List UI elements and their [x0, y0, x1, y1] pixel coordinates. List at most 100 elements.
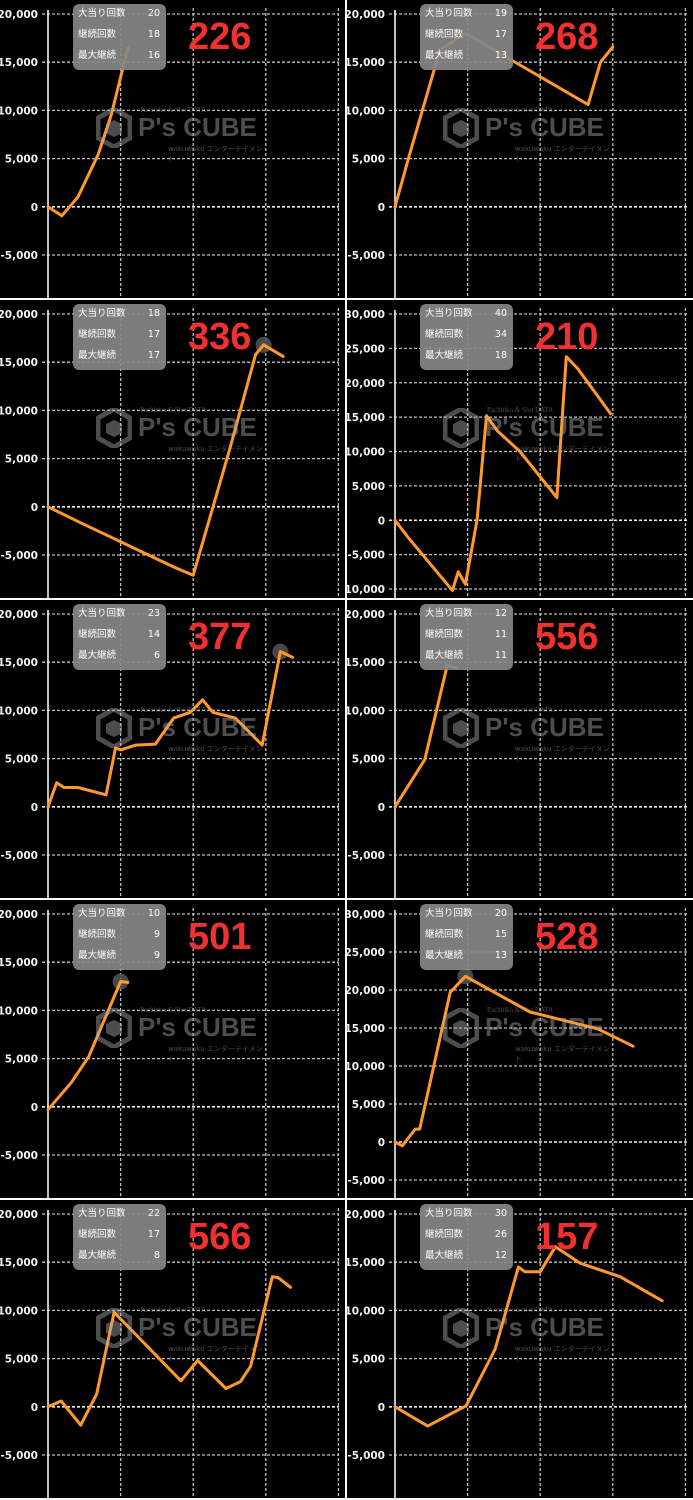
stats-row: 最大継続 13	[425, 947, 507, 965]
stats-label: 大当り回数	[78, 608, 126, 619]
y-tick-label: 5,000	[352, 754, 385, 766]
chart-svg: 20,000 15,000 10,000 5,000 0 -5,000	[0, 1208, 340, 1498]
stats-value: 40	[494, 308, 507, 319]
series-line	[393, 1245, 664, 1428]
stats-row: 継続回数 17	[425, 26, 507, 44]
stats-value: 12	[494, 608, 507, 619]
stats-label: 継続回数	[78, 629, 117, 640]
y-tick-label: 15,000	[347, 657, 385, 669]
chart-panel: 20,000 15,000 10,000 5,000 0 -5,000 Pachinko &…	[0, 0, 345, 298]
stats-row: 大当り回数 19	[425, 5, 507, 23]
y-tick-label: 0	[31, 1102, 38, 1114]
chart-svg: 20,000 15,000 10,000 5,000 0 -5,000	[347, 1208, 687, 1498]
stats-label: 継続回数	[425, 29, 464, 40]
stats-label: 大当り回数	[425, 8, 473, 19]
chart-panel: 20,000 15,000 10,000 5,000 0 -5,000 Pachinko &…	[347, 600, 693, 898]
stats-label: 最大継続	[425, 350, 464, 361]
series-line	[393, 974, 635, 1148]
stats-row: 大当り回数 40	[425, 305, 507, 323]
stats-value: 13	[494, 950, 507, 961]
y-tick-label: 10,000	[0, 705, 38, 717]
stats-row: 継続回数 26	[425, 1226, 507, 1244]
stats-value: 17	[147, 329, 160, 340]
stats-row: 大当り回数 18	[78, 305, 160, 323]
stats-value: 18	[147, 29, 160, 40]
machine-number-label: 556	[535, 616, 599, 658]
stats-value: 22	[147, 1208, 160, 1219]
y-tick-label: 20,000	[347, 1209, 385, 1221]
stats-box: 大当り回数 20 継続回数 15 最大継続 13	[420, 904, 513, 970]
stats-row: 最大継続 17	[78, 347, 160, 365]
stats-row: 大当り回数 12	[425, 605, 507, 623]
machine-number-label: 268	[535, 16, 599, 58]
y-tick-label: 0	[31, 1402, 38, 1414]
y-tick-label: 20,000	[347, 9, 385, 21]
machine-number-label: 157	[535, 1216, 599, 1258]
y-tick-label: 10,000	[0, 1305, 38, 1317]
stats-value: 18	[147, 308, 160, 319]
stats-row: 継続回数 14	[78, 626, 160, 644]
y-tick-label: 15,000	[0, 1257, 38, 1269]
stats-label: 最大継続	[78, 650, 117, 661]
series-line	[393, 355, 613, 592]
y-tick-label: -5,000	[0, 1450, 38, 1462]
y-tick-label: 5,000	[5, 1354, 38, 1366]
stats-value: 34	[494, 329, 507, 340]
machine-number-label: 528	[535, 916, 599, 958]
stats-label: 最大継続	[425, 950, 464, 961]
series-line	[46, 980, 130, 1112]
y-tick-label: 10,000	[347, 447, 385, 459]
stats-value: 13	[494, 50, 507, 61]
chart-svg: 30,000 25,000 20,000 15,000 10,000 5,000 0 -5,0…	[347, 308, 687, 598]
stats-label: 大当り回数	[78, 8, 126, 19]
stats-box: 大当り回数 19 継続回数 17 最大継続 13	[420, 4, 513, 70]
stats-label: 最大継続	[78, 50, 117, 61]
stats-value: 11	[494, 629, 507, 640]
y-tick-label: -5,000	[0, 850, 38, 862]
y-tick-label: 30,000	[347, 309, 385, 321]
chart-svg: 20,000 15,000 10,000 5,000 0 -5,000	[0, 8, 340, 298]
y-tick-label: 20,000	[0, 9, 38, 21]
stats-box: 大当り回数 12 継続回数 11 最大継続 11	[420, 604, 513, 670]
stats-label: 最大継続	[425, 1250, 464, 1261]
chart-panel: 30,000 25,000 20,000 15,000 10,000 5,000 0 -5,0…	[347, 300, 693, 598]
y-tick-label: 5,000	[5, 754, 38, 766]
y-tick-label: 5,000	[352, 154, 385, 166]
stats-row: 大当り回数 22	[78, 1205, 160, 1223]
y-tick-label: 10,000	[0, 1005, 38, 1017]
stats-label: 継続回数	[78, 929, 117, 940]
y-tick-label: -5,000	[0, 250, 38, 262]
chart-svg: 20,000 15,000 10,000 5,000 0 -5,000	[347, 608, 687, 898]
stats-label: 大当り回数	[78, 1208, 126, 1219]
chart-panel: 20,000 15,000 10,000 5,000 0 -5,000 Pachinko &…	[0, 300, 345, 598]
y-tick-label: 10,000	[347, 705, 385, 717]
chart-panel: 20,000 15,000 10,000 5,000 0 -5,000 Pachinko &…	[0, 600, 345, 898]
stats-box: 大当り回数 30 継続回数 26 最大継続 12	[420, 1204, 513, 1270]
stats-row: 継続回数 17	[78, 326, 160, 344]
stats-label: 継続回数	[425, 629, 464, 640]
stats-row: 最大継続 16	[78, 47, 160, 65]
stats-value: 14	[147, 629, 160, 640]
y-tick-label: -5,000	[347, 1175, 385, 1187]
stats-row: 継続回数 18	[78, 26, 160, 44]
y-tick-label: 15,000	[347, 1257, 385, 1269]
stats-label: 大当り回数	[425, 908, 473, 919]
stats-row: 継続回数 17	[78, 1226, 160, 1244]
stats-row: 最大継続 13	[425, 47, 507, 65]
chart-panel: 20,000 15,000 10,000 5,000 0 -5,000 Pachinko &…	[347, 0, 693, 298]
stats-value: 17	[147, 350, 160, 361]
stats-value: 9	[153, 929, 160, 940]
stats-value: 23	[147, 608, 160, 619]
y-tick-label: 5,000	[352, 1099, 385, 1111]
chart-panel: 20,000 15,000 10,000 5,000 0 -5,000 Pachinko &…	[347, 1200, 693, 1498]
chart-panel: 20,000 15,000 10,000 5,000 0 -5,000 Pachinko &…	[0, 900, 345, 1198]
stats-label: 最大継続	[78, 950, 117, 961]
stats-row: 最大継続 18	[425, 347, 507, 365]
y-tick-label: 0	[378, 202, 385, 214]
y-tick-label: 0	[378, 1137, 385, 1149]
y-tick-label: -5,000	[347, 850, 385, 862]
y-tick-label: 10,000	[0, 105, 38, 117]
y-tick-label: -5,000	[347, 250, 385, 262]
y-tick-label: 15,000	[0, 957, 38, 969]
